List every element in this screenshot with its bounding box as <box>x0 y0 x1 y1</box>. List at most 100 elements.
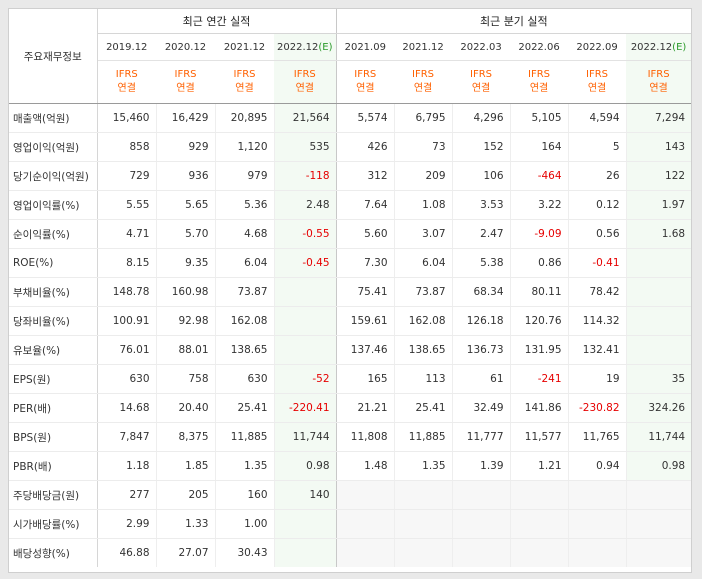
value-cell <box>273 509 337 539</box>
table-row: 시가배당률(%) 2.99 1.33 1.00 <box>9 509 692 539</box>
table-row: 당기순이익(억원) 729 936 979 -118 312 209 106 -464 26 122 <box>9 161 692 191</box>
period-header: 2021.12 <box>215 33 274 61</box>
value-cell <box>509 480 569 510</box>
value-cell: 3.07 <box>393 219 453 249</box>
value-cell: 152 <box>451 132 511 162</box>
value-cell: 138.65 <box>393 335 453 365</box>
value-cell: 6.04 <box>214 248 274 278</box>
value-cell: 7,847 <box>96 422 156 452</box>
value-cell <box>625 480 692 510</box>
value-cell: 88.01 <box>155 335 215 365</box>
value-cell: 14.68 <box>96 393 156 423</box>
row-label: 유보율(%) <box>9 335 98 365</box>
row-label: 영업이익(억원) <box>9 132 98 162</box>
value-cell: 25.41 <box>393 393 453 423</box>
table-row: 매출액(억원) 15,460 16,429 20,895 21,564 5,574 6,79… <box>9 103 692 133</box>
value-cell: 4.71 <box>96 219 156 249</box>
value-cell: 5.55 <box>96 190 156 220</box>
value-cell: 78.42 <box>567 277 627 307</box>
period-header: 2022.03 <box>452 33 511 61</box>
value-cell: 277 <box>96 480 156 510</box>
value-cell: 2.99 <box>96 509 156 539</box>
value-cell: 1.35 <box>393 451 453 481</box>
value-cell: 0.94 <box>567 451 627 481</box>
ifrs-label: IFRS <box>647 69 670 80</box>
financial-summary-panel: 주요재무정보 최근 연간 실적 최근 분기 실적 2019.12 2020.12 2… <box>8 8 692 573</box>
value-cell <box>335 538 395 567</box>
value-cell: 1.48 <box>335 451 395 481</box>
ifrs-label: IFRS <box>293 69 316 80</box>
value-cell: 92.98 <box>155 306 215 336</box>
value-cell: -0.45 <box>273 248 337 278</box>
ifrs-basis-header: IFRS 연결 <box>336 60 395 104</box>
value-cell <box>567 509 627 539</box>
value-cell: 11,777 <box>451 422 511 452</box>
table-row: 영업이익률(%) 5.55 5.65 5.36 2.48 7.64 1.08 3.53 3.22… <box>9 190 692 220</box>
table-row: PER(배) 14.68 20.40 25.41 -220.41 21.21 25.41 32… <box>9 393 692 423</box>
quarter-group-header: 최근 분기 실적 <box>336 9 692 34</box>
value-cell: 122 <box>625 161 692 191</box>
value-cell: 148.78 <box>96 277 156 307</box>
value-cell: 5 <box>567 132 627 162</box>
value-cell: 205 <box>155 480 215 510</box>
value-cell: 0.98 <box>625 451 692 481</box>
value-cell: 5.36 <box>214 190 274 220</box>
value-cell: 1.85 <box>155 451 215 481</box>
table-row: 유보율(%) 76.01 88.01 138.65 137.46 138.65 136.73… <box>9 335 692 365</box>
value-cell: 2.47 <box>451 219 511 249</box>
table-body: 매출액(억원) 15,460 16,429 20,895 21,564 5,574 6,79… <box>9 103 692 567</box>
period-label: 2019.12 <box>106 41 148 53</box>
value-cell: 165 <box>335 364 395 394</box>
value-cell <box>273 335 337 365</box>
value-cell: 15,460 <box>96 103 156 133</box>
ifrs-basis-header: IFRS 연결 <box>274 60 337 104</box>
value-cell <box>335 480 395 510</box>
value-cell <box>625 248 692 278</box>
row-label: 주당배당금(원) <box>9 480 98 510</box>
value-cell: 114.32 <box>567 306 627 336</box>
value-cell: 5.70 <box>155 219 215 249</box>
value-cell: 160.98 <box>155 277 215 307</box>
row-label: EPS(원) <box>9 364 98 394</box>
value-cell <box>625 306 692 336</box>
value-cell <box>625 335 692 365</box>
value-cell <box>625 538 692 567</box>
ifrs-label: IFRS <box>233 69 256 80</box>
value-cell: 27.07 <box>155 538 215 567</box>
value-cell: 73.87 <box>393 277 453 307</box>
value-cell: 30.43 <box>214 538 274 567</box>
value-cell: 758 <box>155 364 215 394</box>
value-cell <box>393 538 453 567</box>
period-label: 2022.09 <box>576 41 618 53</box>
row-label: 당기순이익(억원) <box>9 161 98 191</box>
value-cell: 0.86 <box>509 248 569 278</box>
value-cell: 11,885 <box>214 422 274 452</box>
value-cell: 3.53 <box>451 190 511 220</box>
value-cell: 4.68 <box>214 219 274 249</box>
value-cell: 11,765 <box>567 422 627 452</box>
period-label: 2022.12 <box>277 41 319 53</box>
value-cell: 2.48 <box>273 190 337 220</box>
value-cell: 61 <box>451 364 511 394</box>
value-cell: 11,885 <box>393 422 453 452</box>
period-header: 2020.12 <box>156 33 215 61</box>
period-header: 2022.09 <box>568 33 627 61</box>
value-cell: 936 <box>155 161 215 191</box>
period-header: 2022.12(E) <box>274 33 337 61</box>
value-cell: 729 <box>96 161 156 191</box>
value-cell: 132.41 <box>567 335 627 365</box>
value-cell: 126.18 <box>451 306 511 336</box>
value-cell: 1,120 <box>214 132 274 162</box>
row-label: 영업이익률(%) <box>9 190 98 220</box>
value-cell <box>451 538 511 567</box>
period-label: 2022.06 <box>518 41 560 53</box>
value-cell <box>393 509 453 539</box>
table-row: BPS(원) 7,847 8,375 11,885 11,744 11,808 11,885… <box>9 422 692 452</box>
value-cell <box>393 480 453 510</box>
value-cell: 4,594 <box>567 103 627 133</box>
value-cell: 75.41 <box>335 277 395 307</box>
value-cell: 1.21 <box>509 451 569 481</box>
period-label: 2022.03 <box>460 41 502 53</box>
stub-header: 주요재무정보 <box>9 9 98 104</box>
value-cell: -220.41 <box>273 393 337 423</box>
